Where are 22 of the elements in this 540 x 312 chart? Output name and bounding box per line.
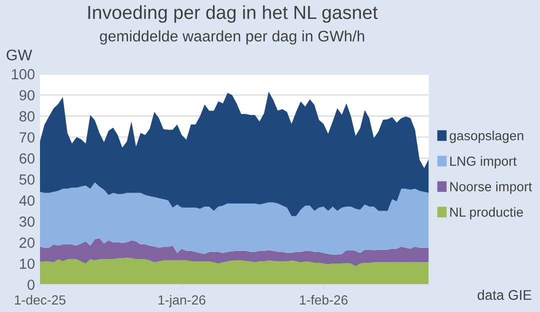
chart-title: Invoeding per dag in het NL gasnet <box>88 5 378 23</box>
x-tick-label: 1-dec-25 <box>14 294 66 305</box>
y-tick-label: 40 <box>19 195 35 206</box>
chart-subtitle: gemiddelde waarden per dag in GWh/h <box>100 30 364 45</box>
y-tick-label: 100 <box>12 69 35 80</box>
y-axis-title: GW <box>6 50 32 60</box>
y-tick-label: 70 <box>20 132 35 143</box>
y-tick-label: 80 <box>20 111 35 122</box>
x-tick-label: 1-jan-26 <box>158 294 206 308</box>
legend-label: NL productie <box>450 207 523 220</box>
legend-label: Noorse import <box>450 182 532 194</box>
text: data GIE <box>478 290 532 300</box>
legend-label: gasopslagen <box>450 130 524 143</box>
y-tick-label: 90 <box>20 90 35 100</box>
y-tick-label: 50 <box>19 174 35 185</box>
legend-label: LNG import <box>450 156 517 168</box>
y-tick-label: 30 <box>19 216 35 227</box>
y-tick-label: 20 <box>20 238 35 248</box>
y-tick-label: 60 <box>20 153 35 164</box>
y-tick-label: 0 <box>28 280 35 290</box>
x-tick-label: 1-feb-26 <box>300 294 348 305</box>
y-tick-label: 10 <box>20 258 35 269</box>
